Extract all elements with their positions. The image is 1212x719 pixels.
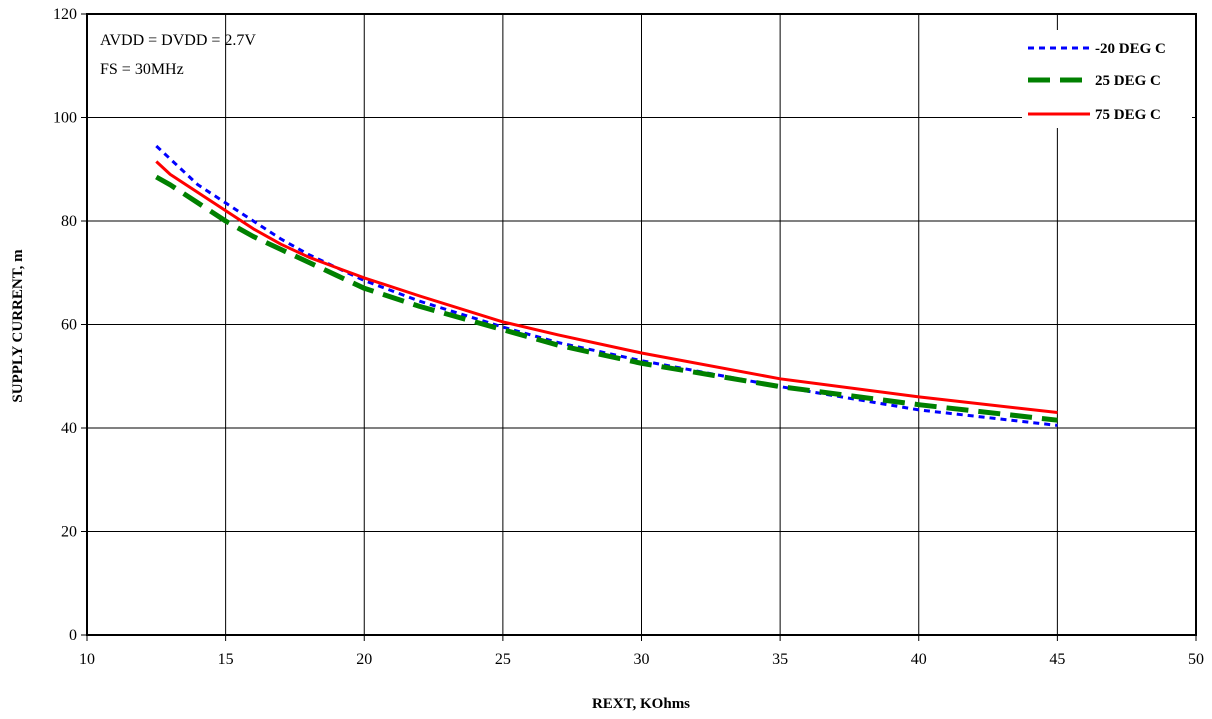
legend-label-minus20: -20 DEG C: [1095, 41, 1166, 57]
legend-label-75: 75 DEG C: [1095, 107, 1161, 123]
note-sample-rate: FS = 30MHz: [100, 61, 184, 78]
conditions-note: AVDD = DVDD = 2.7V FS = 30MHz: [90, 20, 256, 92]
x-tick-label: 25: [495, 651, 511, 668]
series-line-1: [155, 174, 1058, 423]
y-axis-title: SUPPLY CURRENT, m: [10, 249, 26, 403]
x-axis-title: REXT, KOhms: [592, 696, 690, 712]
y-tick-label: 20: [61, 524, 77, 541]
axis-ticks: 10 15 20 25 30 35 40 45 50 0 20 40 60 80 100 120: [53, 6, 1204, 668]
y-tick-label: 120: [53, 6, 77, 23]
y-tick-label: 80: [61, 213, 77, 230]
x-tick-label: 10: [79, 651, 95, 668]
x-tick-label: 40: [911, 651, 927, 668]
y-tick-label: 60: [61, 317, 77, 334]
legend-label-25: 25 DEG C: [1095, 73, 1161, 89]
note-supply-voltage: AVDD = DVDD = 2.7V: [100, 32, 256, 49]
y-tick-label: 100: [53, 110, 77, 127]
y-tick-label: 40: [61, 420, 77, 437]
x-tick-label: 15: [218, 651, 234, 668]
x-tick-label: 35: [772, 651, 788, 668]
series-lines: [155, 144, 1058, 427]
x-tick-label: 30: [634, 651, 650, 668]
x-tick-label: 45: [1049, 651, 1065, 668]
grid: [87, 14, 1196, 635]
series-line-2: [155, 160, 1058, 414]
x-tick-label: 20: [356, 651, 372, 668]
legend: -20 DEG C 25 DEG C 75 DEG C: [1022, 30, 1192, 128]
series-line-0: [155, 144, 1058, 427]
y-tick-label: 0: [69, 627, 77, 644]
x-tick-label: 50: [1188, 651, 1204, 668]
